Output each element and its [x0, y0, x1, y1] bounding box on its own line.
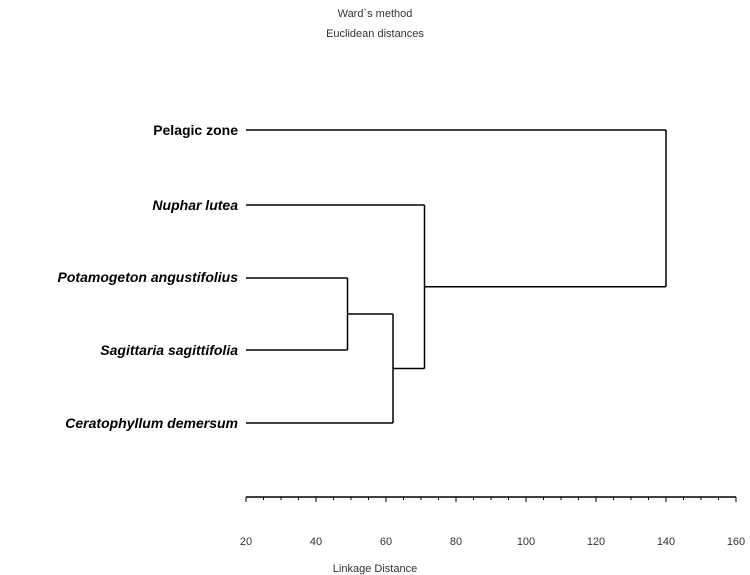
leaf-label-nuphar-lutea: Nuphar lutea [152, 197, 238, 213]
x-tick-label: 40 [309, 536, 323, 548]
x-tick-label: 160 [726, 536, 746, 548]
leaf-label-ceratophyllum-demersum: Ceratophyllum demersum [65, 415, 238, 431]
x-tick-label: 80 [449, 536, 463, 548]
chart-title: Ward`s method [337, 8, 413, 20]
x-tick-label: 120 [586, 536, 606, 548]
x-tick-label: 140 [656, 536, 676, 548]
leaf-label-potamogeton-angustifolius: Potamogeton angustifolius [57, 269, 238, 285]
x-tick-label: 60 [379, 536, 393, 548]
leaf-label-sagittaria-sagittifolia: Sagittaria sagittifolia [100, 342, 238, 358]
x-tick-label: 100 [516, 536, 536, 548]
chart-subtitle: Euclidean distances [326, 28, 424, 40]
dendrogram-canvas: Ward`s method Euclidean distances Pelagi… [57, 8, 746, 575]
leaf-label-pelagic-zone: Pelagic zone [153, 122, 238, 138]
dendrogram-svg [245, 129, 737, 502]
x-axis-title: Linkage Distance [332, 563, 418, 575]
x-tick-label: 20 [239, 536, 253, 548]
